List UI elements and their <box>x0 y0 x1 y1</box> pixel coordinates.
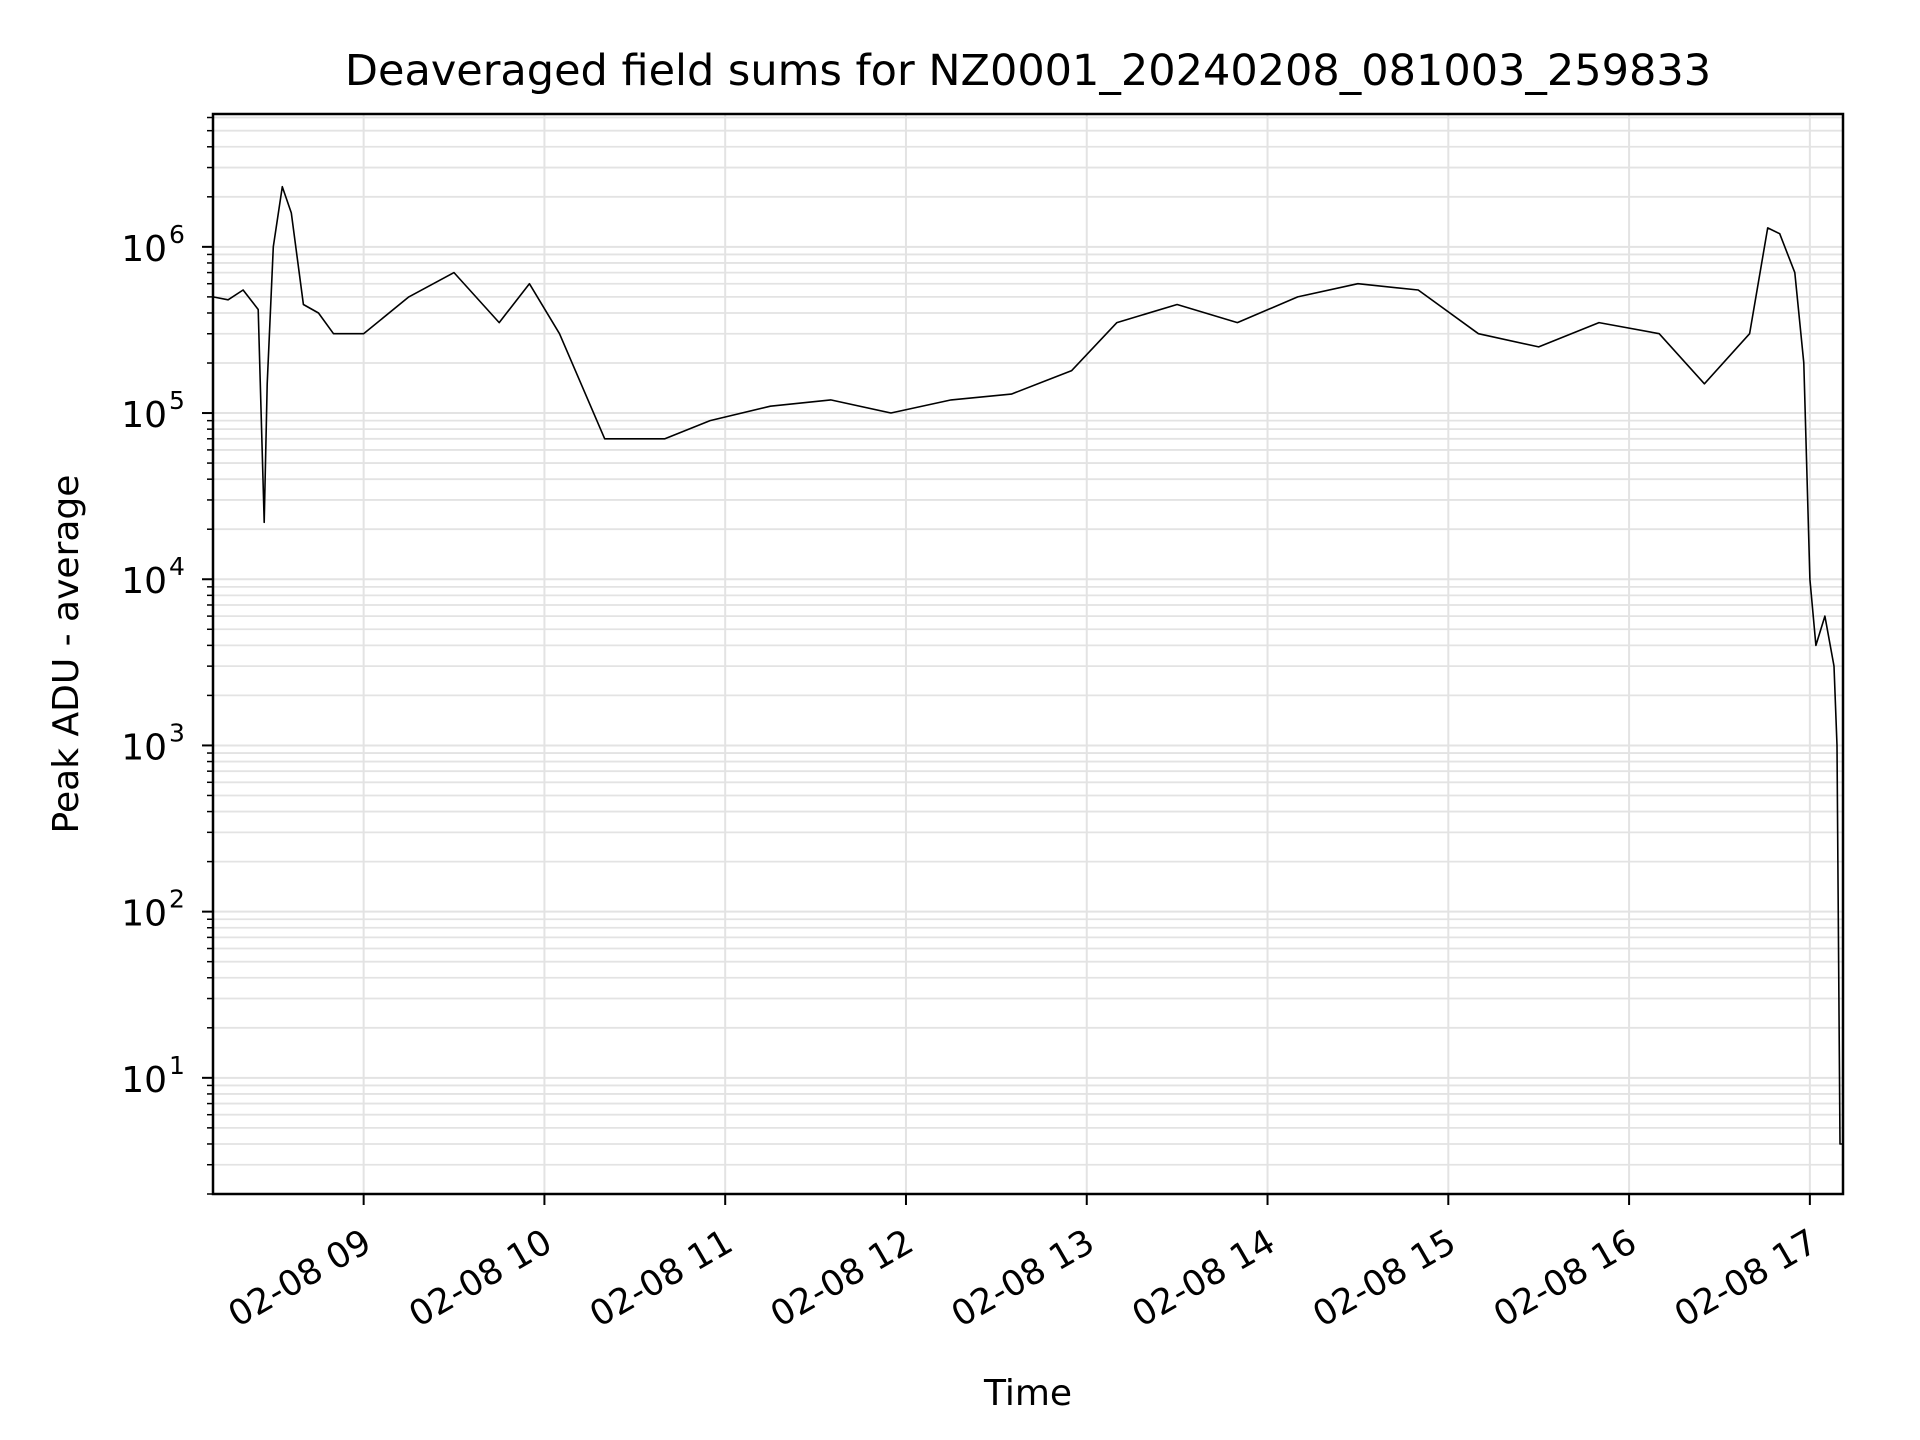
x-axis-label: Time <box>983 1373 1072 1414</box>
x-tick-label: 02-08 09 <box>222 1222 378 1335</box>
series-line <box>212 185 1843 1145</box>
x-tick-label: 02-08 11 <box>583 1222 739 1335</box>
y-tick-exponent: 3 <box>169 718 185 747</box>
y-tick-label: 10 <box>121 1060 167 1101</box>
y-tick-label: 10 <box>121 395 167 436</box>
series-layer <box>212 185 1843 1145</box>
x-tick-label: 02-08 15 <box>1307 1222 1463 1335</box>
y-tick-label: 10 <box>121 894 167 935</box>
y-tick-label: 10 <box>121 561 167 602</box>
chart-title: Deaveraged field sums for NZ0001_2024020… <box>345 46 1711 96</box>
grid <box>213 114 1843 1195</box>
y-tick-label: 10 <box>121 727 167 768</box>
y-tick-exponent: 5 <box>169 386 185 415</box>
x-tick-label: 02-08 14 <box>1126 1222 1282 1335</box>
x-axis: 02-08 09 02-08 10 02-08 11 02-08 12 02-08 13… <box>222 1194 1824 1335</box>
y-tick-exponent: 2 <box>169 885 185 914</box>
x-tick-label: 02-08 13 <box>945 1222 1101 1335</box>
y-axis-label: Peak ADU - average <box>46 475 87 834</box>
y-tick-label: 10 <box>121 229 167 270</box>
y-tick-exponent: 4 <box>169 552 185 581</box>
x-tick-label: 02-08 16 <box>1487 1222 1643 1335</box>
x-tick-label: 02-08 17 <box>1668 1222 1824 1335</box>
y-tick-exponent: 6 <box>169 220 185 249</box>
x-tick-label: 02-08 10 <box>403 1222 559 1335</box>
plot-frame <box>211 112 1845 1196</box>
y-tick-exponent: 1 <box>169 1051 185 1080</box>
x-tick-label: 02-08 12 <box>764 1222 920 1335</box>
